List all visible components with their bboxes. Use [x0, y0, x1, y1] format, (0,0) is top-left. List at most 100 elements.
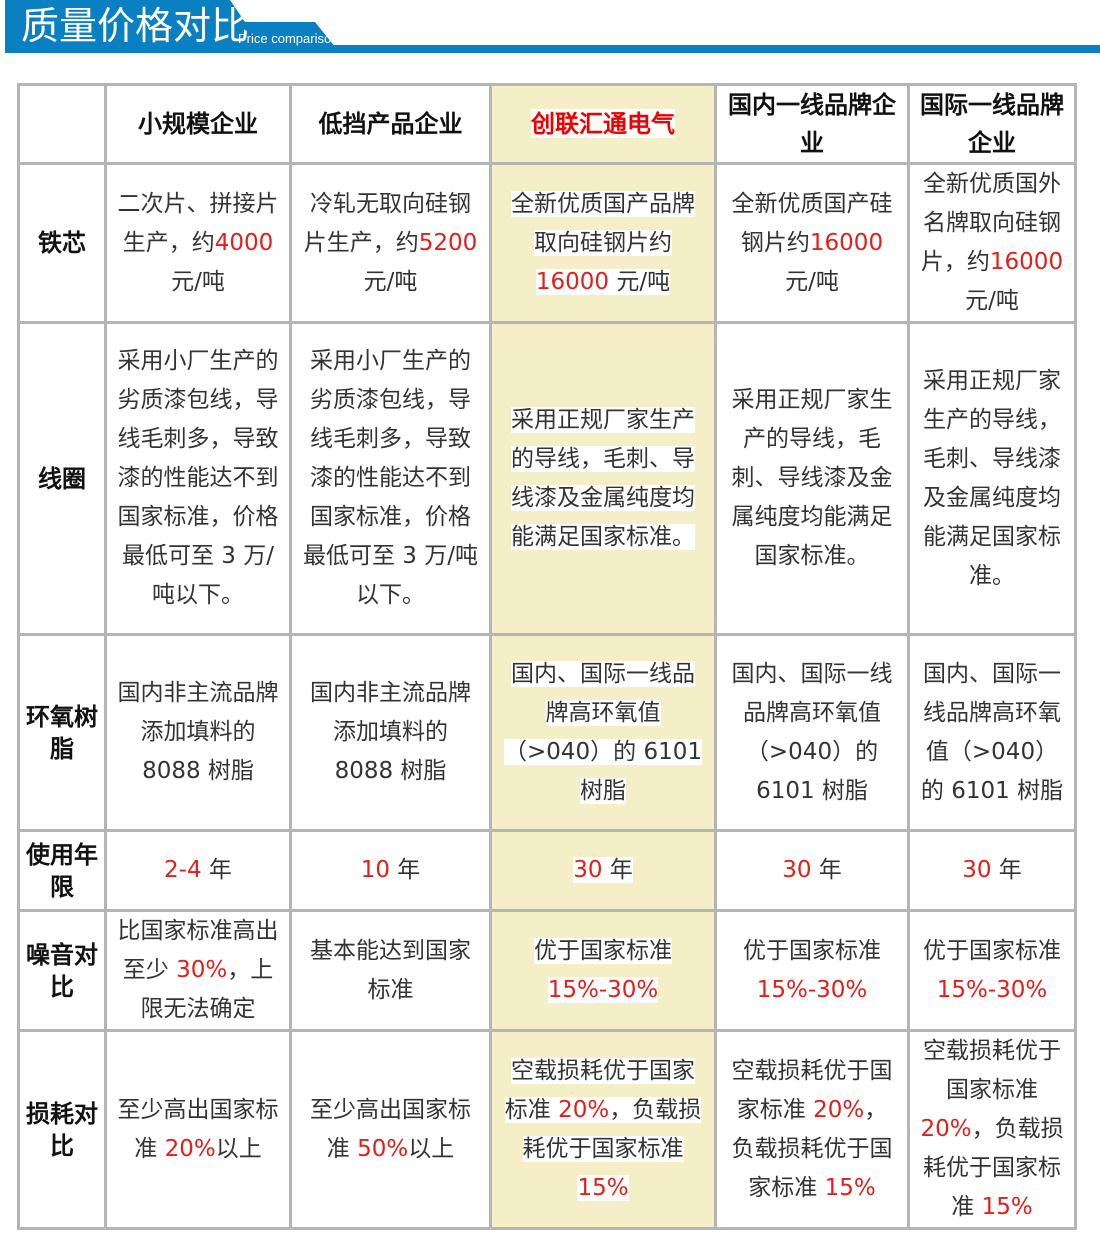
page-title: 质量价格对比	[21, 4, 250, 48]
table-cell: 采用小厂生产的劣质漆包线，导线毛刺多，导致漆的性能达不到国家标准，价格最低可至 …	[289, 321, 492, 636]
cell-text: 年	[602, 857, 633, 883]
cell-text: 元/吨	[363, 268, 418, 295]
row-header: 使用年限	[17, 829, 107, 912]
cell-text: ，负载损耗优于国家标准	[731, 1096, 893, 1201]
table-cell: 基本能达到国家标准	[289, 909, 492, 1032]
highlighted-value: 15%-30%	[756, 976, 868, 1003]
column-header-label: 创联汇通电气	[531, 109, 675, 138]
table-cell: 比国家标准高出至少 30%，上限无法确定	[104, 909, 292, 1032]
table-cell: 冷轧无取向硅钢片生产，约5200 元/吨	[289, 162, 492, 324]
column-header: 小规模企业	[104, 83, 292, 165]
column-header-label: 国内一线品牌企业	[728, 90, 896, 157]
cell-text: 优于国家标准	[923, 937, 1061, 964]
table-cell: 30 年	[714, 829, 910, 912]
table-cell: 30 年	[489, 829, 717, 912]
cell-text: 采用正规厂家生产的导线，毛刺、导线漆及金属纯度均能满足国家标准。	[923, 367, 1061, 589]
cell-text: 元/吨	[965, 288, 1019, 314]
highlighted-value: 10	[360, 857, 390, 883]
highlighted-value: 2-4	[164, 857, 202, 883]
comparison-table: 小规模企业 低挡产品企业 创联汇通电气 国内一线品牌企业 国际一线品牌企业 铁芯 二次片、…	[17, 83, 1077, 1230]
cell-text: 年	[201, 857, 232, 883]
column-header: 创联汇通电气	[489, 83, 717, 165]
table-row: 铁芯 二次片、拼接片生产，约4000 元/吨 冷轧无取向硅钢片生产，约5200 元/…	[17, 162, 1077, 324]
cell-text: 全新优质国产品牌取向硅钢片约	[511, 190, 695, 256]
cell-text: 国内、国际一线品牌高环氧值（>040）的 6101 树脂	[920, 660, 1064, 804]
column-header-label: 国际一线品牌企业	[920, 90, 1064, 157]
table-cell: 空载损耗优于国家标准 20%，负载损耗优于国家标准 15%	[907, 1029, 1077, 1230]
cell-text: 国内、国际一线品牌高环氧值（>040）的 6101 树脂	[731, 660, 893, 804]
cell-text: 国内、国际一线品牌高环氧值（>040）的 6101 树脂	[503, 660, 702, 804]
cell-text: 空载损耗优于国家标准	[923, 1038, 1061, 1103]
table-row: 使用年限 2-4 年 10 年 30 年 30 年 30 年	[17, 829, 1077, 912]
cell-text: 采用小厂生产的劣质漆包线，导线毛刺多，导致漆的性能达不到国家标准，价格最低可至 …	[117, 348, 279, 608]
page-subtitle: Price comparison	[238, 31, 339, 46]
table-cell: 国内、国际一线品牌高环氧值（>040）的 6101 树脂	[907, 633, 1077, 832]
row-header: 噪音对比	[17, 909, 107, 1032]
cell-text: 至少高出国家标准	[117, 1096, 279, 1162]
table-row: 噪音对比 比国家标准高出至少 30%，上限无法确定 基本能达到国家标准 优于国家标准 …	[17, 909, 1077, 1032]
highlighted-value: 30	[962, 857, 992, 883]
table-cell: 国内、国际一线品牌高环氧值（>040）的 6101 树脂	[714, 633, 910, 832]
section-header: 质量价格对比 Price comparison	[5, 0, 1100, 53]
row-header: 环氧树脂	[17, 633, 107, 832]
table-cell: 采用正规厂家生产的导线，毛刺、导线漆及金属纯度均能满足国家标准。	[714, 321, 910, 636]
table-cell: 优于国家标准 15%-30%	[714, 909, 910, 1032]
highlighted-value: 16000	[535, 268, 610, 295]
cell-text: 年	[811, 857, 842, 883]
highlighted-value: 20%	[164, 1135, 216, 1162]
cell-text: 国内非主流品牌添加填料的 8088 树脂	[117, 680, 279, 784]
cell-text: 比国家标准高出至少	[117, 918, 279, 983]
cell-text: 冷轧无取向硅钢片生产，约	[303, 190, 471, 256]
highlighted-value: 20%	[558, 1096, 610, 1123]
cell-text: 年	[991, 857, 1022, 883]
highlighted-value: 30	[573, 857, 603, 883]
table-cell: 优于国家标准 15%-30%	[489, 909, 717, 1032]
highlighted-value: 50%	[357, 1135, 409, 1162]
column-header: 国际一线品牌企业	[907, 83, 1077, 165]
table-cell: 国内、国际一线品牌高环氧值（>040）的 6101 树脂	[489, 633, 717, 832]
cell-text: 以上	[408, 1135, 455, 1162]
table-cell: 10 年	[289, 829, 492, 912]
cell-text: 元/吨	[171, 268, 225, 295]
table-cell: 国内非主流品牌添加填料的 8088 树脂	[104, 633, 292, 832]
cell-text: 元/吨	[609, 268, 671, 295]
table-cell: 空载损耗优于国家标准 20%，负载损耗优于国家标准 15%	[489, 1029, 717, 1230]
row-header: 损耗对比	[17, 1029, 107, 1230]
table-cell: 优于国家标准 15%-30%	[907, 909, 1077, 1032]
table-cell: 至少高出国家标准 20%以上	[104, 1029, 292, 1230]
highlighted-value: 20%	[813, 1096, 865, 1123]
row-header: 铁芯	[17, 162, 107, 324]
highlighted-value: 20%	[920, 1116, 972, 1142]
highlighted-value: 15%	[577, 1174, 629, 1201]
highlighted-value: 15%-30%	[936, 976, 1048, 1003]
cell-text: 元/吨	[785, 268, 839, 295]
highlighted-value: 15%	[824, 1174, 876, 1201]
highlighted-value: 16000	[809, 229, 884, 256]
table-cell: 采用正规厂家生产的导线，毛刺、导线漆及金属纯度均能满足国家标准。	[907, 321, 1077, 636]
cell-text: 全新优质国产硅钢片约	[731, 190, 893, 256]
table-cell: 采用小厂生产的劣质漆包线，导线毛刺多，导致漆的性能达不到国家标准，价格最低可至 …	[104, 321, 292, 636]
column-header-label: 低挡产品企业	[318, 109, 463, 138]
cell-text: 采用正规厂家生产的导线，毛刺、导线漆及金属纯度均能满足国家标准。	[731, 387, 893, 569]
table-row: 损耗对比 至少高出国家标准 20%以上 至少高出国家标准 50%以上 空载损耗优于国家…	[17, 1029, 1077, 1230]
cell-text: 全新优质国外名牌取向硅钢片，约	[920, 171, 1061, 275]
table-cell: 空载损耗优于国家标准 20%，负载损耗优于国家标准 15%	[714, 1029, 910, 1230]
highlighted-value: 16000	[989, 249, 1064, 275]
column-header	[17, 83, 107, 165]
table-cell: 至少高出国家标准 50%以上	[289, 1029, 492, 1230]
highlighted-value: 30%	[176, 957, 228, 983]
highlighted-value: 15%-30%	[547, 976, 659, 1003]
cell-text: ，负载损耗优于国家标准	[923, 1116, 1064, 1220]
cell-text: 采用正规厂家生产的导线，毛刺、导线漆及金属纯度均能满足国家标准。	[511, 406, 695, 550]
table-cell: 全新优质国产品牌取向硅钢片约 16000 元/吨	[489, 162, 717, 324]
cell-text: 优于国家标准	[743, 937, 881, 964]
cell-text: ，上限无法确定	[140, 957, 274, 1022]
table-cell: 国内非主流品牌添加填料的 8088 树脂	[289, 633, 492, 832]
row-header: 线圈	[17, 321, 107, 636]
cell-text: 采用小厂生产的劣质漆包线，导线毛刺多，导致漆的性能达不到国家标准，价格最低可至 …	[302, 348, 478, 608]
column-header: 国内一线品牌企业	[714, 83, 910, 165]
header-rule	[5, 45, 1100, 53]
cell-text: 基本能达到国家标准	[310, 937, 471, 1003]
table-cell: 30 年	[907, 829, 1077, 912]
table-cell: 2-4 年	[104, 829, 292, 912]
